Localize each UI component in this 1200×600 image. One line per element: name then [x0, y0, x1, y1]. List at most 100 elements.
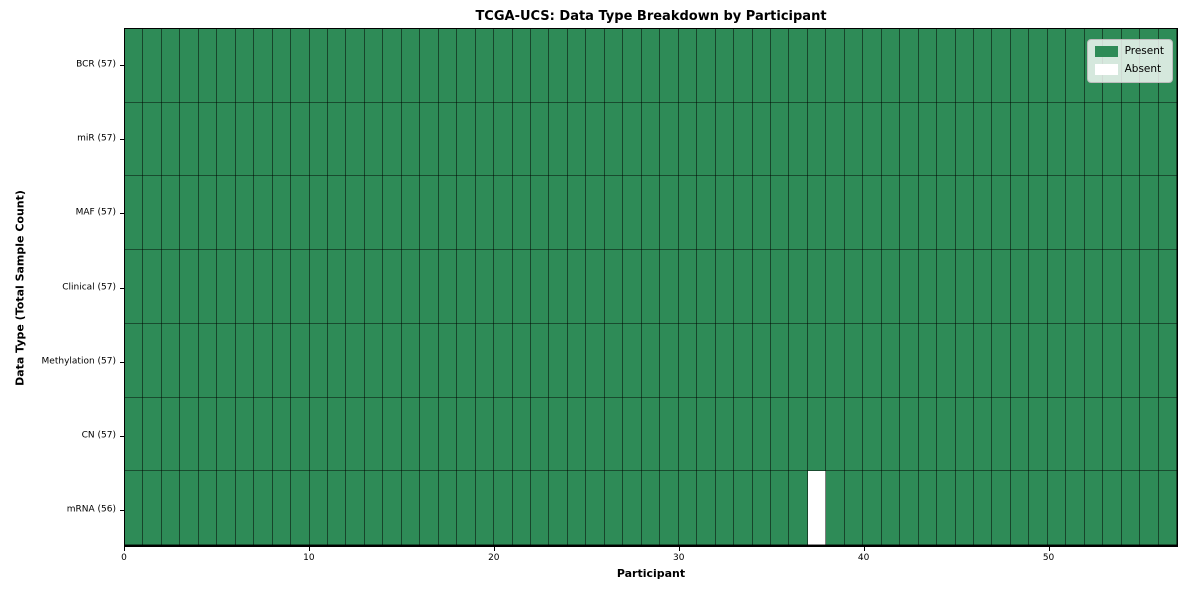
cell-BCR-39: [844, 29, 864, 103]
cell-CN-10: [309, 397, 329, 472]
cell-MAF-40: [863, 176, 882, 251]
cell-BCR-48: [1010, 29, 1030, 103]
cell-CN-26: [604, 397, 624, 472]
cell-Clinical-3: [180, 250, 199, 324]
cell-Clinical-7: [254, 250, 273, 324]
cell-BCR-7: [254, 29, 273, 103]
cell-mRNA-41: [881, 471, 901, 545]
cell-MAF-54: [1121, 176, 1141, 251]
cell-CN-55: [1140, 397, 1159, 472]
cell-CN-4: [198, 397, 218, 472]
cell-CN-51: [1066, 397, 1085, 472]
cell-MAF-53: [1103, 176, 1122, 251]
cell-CN-54: [1121, 397, 1141, 472]
cell-miR-13: [364, 102, 384, 177]
cell-MAF-17: [438, 176, 458, 251]
cell-BCR-36: [789, 29, 808, 103]
cell-mRNA-40: [863, 471, 882, 545]
cell-mRNA-7: [254, 471, 273, 545]
cell-MAF-39: [844, 176, 864, 251]
cell-Clinical-42: [900, 250, 919, 324]
cell-miR-41: [881, 102, 901, 177]
cell-CN-39: [844, 397, 864, 472]
y-tick-label-MAF: MAF (57): [75, 207, 116, 218]
cell-Clinical-39: [844, 250, 864, 324]
cell-BCR-29: [660, 29, 679, 103]
cell-Clinical-4: [198, 250, 218, 324]
cell-miR-18: [457, 102, 476, 177]
cell-BCR-34: [752, 29, 771, 103]
cell-MAF-8: [272, 176, 292, 251]
cell-Clinical-18: [457, 250, 476, 324]
cell-miR-4: [198, 102, 218, 177]
cell-BCR-24: [567, 29, 587, 103]
cell-Clinical-55: [1140, 250, 1159, 324]
cell-MAF-46: [973, 176, 993, 251]
cell-CN-52: [1084, 397, 1104, 472]
cell-Clinical-26: [604, 250, 624, 324]
cell-MAF-3: [180, 176, 199, 251]
cell-BCR-13: [364, 29, 384, 103]
cell-Clinical-52: [1084, 250, 1104, 324]
cell-miR-22: [531, 102, 550, 177]
cell-miR-0: [125, 102, 144, 177]
cell-miR-34: [752, 102, 771, 177]
cell-MAF-19: [475, 176, 495, 251]
cell-Methylation-18: [457, 323, 476, 398]
cell-BCR-1: [143, 29, 162, 103]
cell-MAF-22: [531, 176, 550, 251]
cell-mRNA-11: [328, 471, 347, 545]
cell-Clinical-45: [955, 250, 974, 324]
cell-MAF-11: [328, 176, 347, 251]
cell-MAF-26: [604, 176, 624, 251]
cell-mRNA-0: [125, 471, 144, 545]
cell-BCR-42: [900, 29, 919, 103]
cell-CN-50: [1047, 397, 1067, 472]
cell-MAF-14: [383, 176, 402, 251]
cell-Methylation-29: [660, 323, 679, 398]
cell-mRNA-25: [586, 471, 605, 545]
cell-CN-37: [807, 397, 827, 472]
cell-Methylation-19: [475, 323, 495, 398]
cell-CN-5: [217, 397, 236, 472]
cell-MAF-31: [697, 176, 716, 251]
cell-miR-36: [789, 102, 808, 177]
cell-MAF-30: [678, 176, 698, 251]
cell-CN-45: [955, 397, 974, 472]
cell-Methylation-21: [512, 323, 532, 398]
cell-Methylation-36: [789, 323, 808, 398]
cell-Clinical-6: [235, 250, 255, 324]
cell-BCR-12: [346, 29, 365, 103]
cell-CN-17: [438, 397, 458, 472]
x-tick-label-0: 0: [121, 553, 127, 563]
cell-mRNA-9: [291, 471, 310, 545]
cell-mRNA-4: [198, 471, 218, 545]
cell-MAF-12: [346, 176, 365, 251]
cell-Methylation-52: [1084, 323, 1104, 398]
cell-MAF-48: [1010, 176, 1030, 251]
cell-mRNA-27: [623, 471, 642, 545]
legend-item-present: Present: [1094, 45, 1164, 58]
cell-CN-30: [678, 397, 698, 472]
cell-miR-24: [567, 102, 587, 177]
cell-MAF-5: [217, 176, 236, 251]
cell-MAF-33: [734, 176, 753, 251]
cell-mRNA-3: [180, 471, 199, 545]
cell-MAF-24: [567, 176, 587, 251]
cell-CN-56: [1158, 397, 1177, 472]
cell-mRNA-2: [161, 471, 181, 545]
cell-Methylation-11: [328, 323, 347, 398]
x-tick-label-30: 30: [673, 553, 685, 563]
cell-Methylation-43: [918, 323, 938, 398]
cell-BCR-25: [586, 29, 605, 103]
cell-miR-1: [143, 102, 162, 177]
cell-mRNA-14: [383, 471, 402, 545]
cell-Methylation-53: [1103, 323, 1122, 398]
x-tick-mark-50: [1048, 547, 1050, 551]
cell-mRNA-36: [789, 471, 808, 545]
cell-Methylation-23: [549, 323, 568, 398]
cell-mRNA-8: [272, 471, 292, 545]
cell-Methylation-49: [1029, 323, 1048, 398]
cell-miR-47: [992, 102, 1011, 177]
cell-mRNA-46: [973, 471, 993, 545]
